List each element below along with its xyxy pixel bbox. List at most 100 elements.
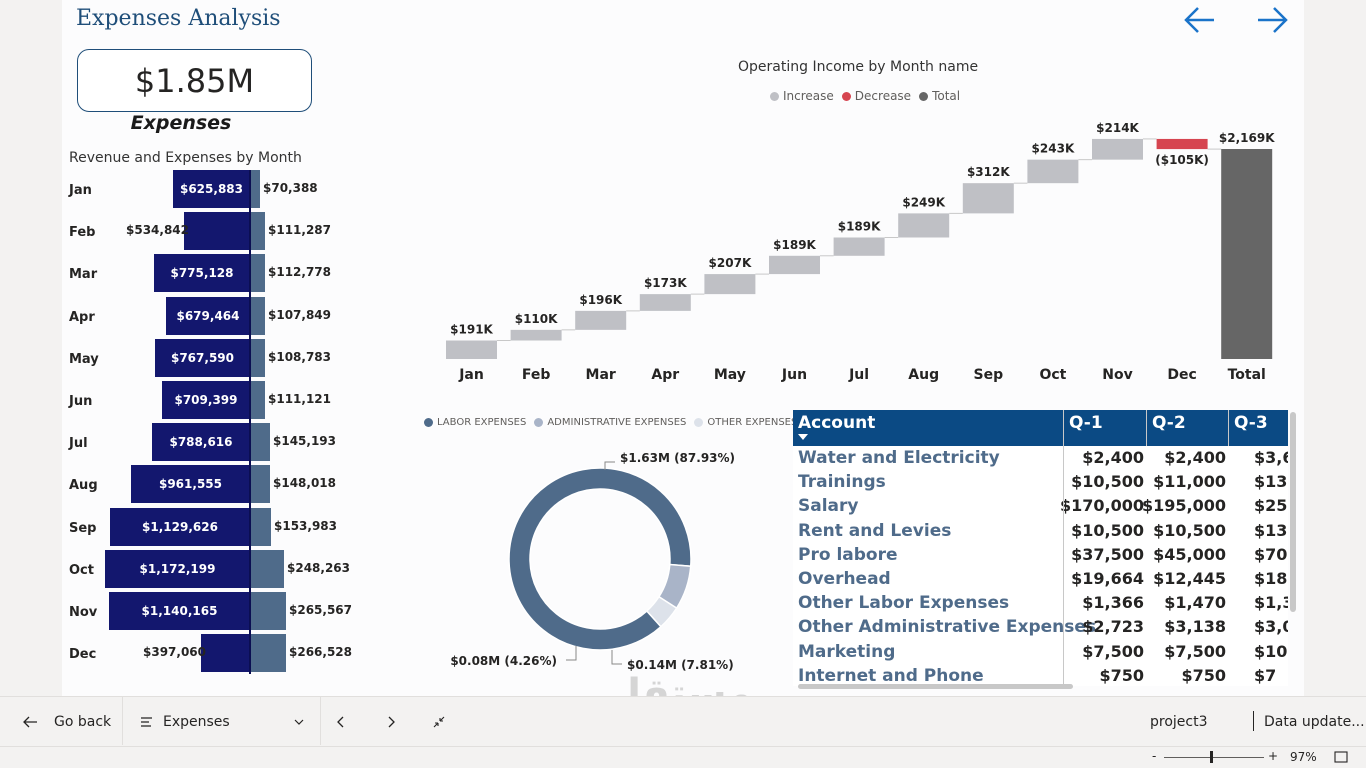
expense-label: $111,121 [268, 392, 332, 406]
col-header-account[interactable]: Account [793, 410, 1064, 446]
expense-bar[interactable] [250, 170, 260, 208]
expense-bar[interactable] [250, 423, 270, 462]
month-label: Oct [69, 562, 94, 578]
waterfall-category-label: Aug [908, 367, 939, 383]
waterfall-bar-feb[interactable] [510, 329, 562, 341]
chart-row-dec: Dec $397,060 $266,528 [62, 634, 362, 673]
sort-desc-icon [798, 434, 808, 440]
waterfall-bar-mar[interactable] [575, 310, 627, 330]
legend-admin: ADMINISTRATIVE EXPENSES [547, 417, 687, 428]
table-row[interactable]: Marketing $7,500 $7,500 $10,5 [793, 642, 1288, 666]
waterfall-bar-jun[interactable] [769, 255, 820, 275]
table-row[interactable]: Overhead $19,664 $12,445 $18,1 [793, 569, 1288, 593]
revenue-bar[interactable]: $1,129,626 [110, 507, 250, 546]
waterfall-value-label: $2,169K [1219, 131, 1275, 145]
table-row[interactable]: Trainings $10,500 $11,000 $13,5 [793, 472, 1288, 496]
expense-bar[interactable] [250, 634, 286, 673]
donut-leader-line [604, 461, 615, 470]
waterfall-bar-may[interactable] [704, 274, 756, 295]
expense-label: $107,849 [268, 307, 332, 322]
legend-other: OTHER EXPENSES [707, 417, 798, 428]
waterfall-bar-oct[interactable] [1027, 159, 1079, 184]
revenue-bar[interactable]: $775,128 [154, 254, 250, 293]
chart-row-aug: Aug $961,555 $148,018 [62, 465, 362, 504]
zoom-out-button[interactable]: - [1152, 749, 1157, 763]
expense-bar[interactable] [250, 549, 284, 588]
page-select-dropdown[interactable]: Expenses [140, 697, 310, 747]
waterfall-bar-jul[interactable] [833, 237, 885, 256]
chart-row-jan: Jan $625,883 $70,388 [62, 170, 362, 208]
chart-row-apr: Apr $679,464 $107,849 [62, 296, 362, 335]
revenue-bar[interactable]: $767,590 [155, 338, 250, 377]
account-cell: Pro labore [798, 544, 898, 565]
waterfall-value-label: $189K [773, 238, 816, 252]
table-row[interactable]: Internet and Phone $750 $750 $7 [793, 666, 1288, 686]
waterfall-bar-nov[interactable] [1092, 138, 1143, 160]
previous-page-button[interactable] [336, 697, 356, 747]
waterfall-bar-jan[interactable] [446, 340, 497, 359]
q2-cell: $10,500 [1153, 520, 1226, 540]
table-row[interactable]: Salary $170,000$195,000 $255,0 [793, 496, 1288, 520]
expense-label: $265,567 [289, 603, 353, 617]
table-row[interactable]: Other Labor Expenses $1,366 $1,470 $1,3 [793, 593, 1288, 617]
q1-cell: $7,500 [1082, 641, 1144, 661]
expense-bar[interactable] [250, 465, 270, 504]
zoom-in-button[interactable]: + [1268, 749, 1279, 763]
zoom-slider[interactable] [1164, 757, 1264, 758]
table-row[interactable]: Water and Electricity $2,400 $2,400 $3,6 [793, 448, 1288, 472]
expense-bar[interactable] [250, 507, 271, 546]
waterfall-value-label: $173K [644, 276, 687, 290]
data-updated-info[interactable]: Data update... [1264, 714, 1365, 730]
revenue-bar[interactable]: $1,172,199 [105, 549, 250, 588]
q3-cell: $1,3 [1254, 593, 1288, 613]
chart-row-jun: Jun $709,399 $111,121 [62, 381, 362, 419]
revenue-bar[interactable]: $625,883 [173, 170, 250, 208]
revenue-bar[interactable] [201, 634, 250, 673]
next-page-button[interactable] [386, 697, 406, 747]
table-horizontal-scrollbar[interactable] [798, 684, 1073, 689]
expense-bar[interactable] [250, 338, 265, 377]
revenue-bar[interactable]: $788,616 [152, 423, 250, 462]
q3-cell: $3,6 [1254, 448, 1288, 467]
waterfall-bar-aug[interactable] [898, 213, 950, 238]
revenue-bar[interactable]: $1,140,165 [109, 592, 250, 630]
toolbar-divider [122, 697, 123, 745]
col-header-q3[interactable]: Q-3 [1229, 410, 1288, 446]
col-header-q2[interactable]: Q-2 [1147, 410, 1229, 446]
q2-cell: $11,000 [1153, 472, 1226, 492]
waterfall-bar-sep[interactable] [962, 183, 1014, 214]
waterfall-value-label: $196K [579, 293, 622, 307]
exit-fullscreen-button[interactable] [432, 697, 452, 747]
waterfall-chart: $191K Jan $110K Feb $196K Mar $173K Apr $207K May… [446, 121, 1275, 383]
chart-axis-line [249, 170, 251, 674]
expense-bar[interactable] [250, 212, 265, 251]
legend-labor: LABOR EXPENSES [437, 417, 527, 428]
revenue-bar[interactable] [184, 212, 250, 251]
q1-cell: $750 [1099, 665, 1144, 685]
kpi-value: $1.85M [134, 61, 255, 100]
arrow-left-icon[interactable] [1180, 2, 1220, 38]
expense-bar[interactable] [250, 381, 265, 419]
table-row[interactable]: Pro labore $37,500 $45,000 $70,0 [793, 545, 1288, 569]
waterfall-bar-dec[interactable] [1156, 138, 1208, 150]
table-vertical-scrollbar[interactable] [1290, 412, 1296, 612]
table-row[interactable]: Other Administrative Expenses $2,723 $3,13… [793, 617, 1288, 641]
donut-slice-other[interactable] [645, 595, 678, 628]
waterfall-bar-total[interactable] [1221, 149, 1273, 359]
expense-bar[interactable] [250, 296, 265, 335]
zoom-slider-handle[interactable] [1210, 751, 1213, 763]
expense-bar[interactable] [250, 254, 265, 293]
col-header-q1[interactable]: Q-1 [1064, 410, 1147, 446]
revenue-bar[interactable]: $709,399 [162, 381, 250, 419]
table-row[interactable]: Rent and Levies $10,500 $10,500 $13,5 [793, 521, 1288, 545]
revenue-bar[interactable]: $961,555 [131, 465, 250, 504]
donut-slice-labor[interactable] [508, 467, 692, 651]
q3-cell: $70,0 [1254, 544, 1288, 564]
expense-bar[interactable] [250, 592, 286, 630]
revenue-bar[interactable]: $679,464 [166, 296, 250, 335]
waterfall-bar-apr[interactable] [639, 294, 691, 311]
fit-to-page-icon[interactable] [1334, 751, 1348, 763]
arrow-right-icon[interactable] [1252, 2, 1292, 38]
go-back-button[interactable]: Go back [22, 697, 122, 747]
expense-label: $145,193 [273, 434, 337, 449]
